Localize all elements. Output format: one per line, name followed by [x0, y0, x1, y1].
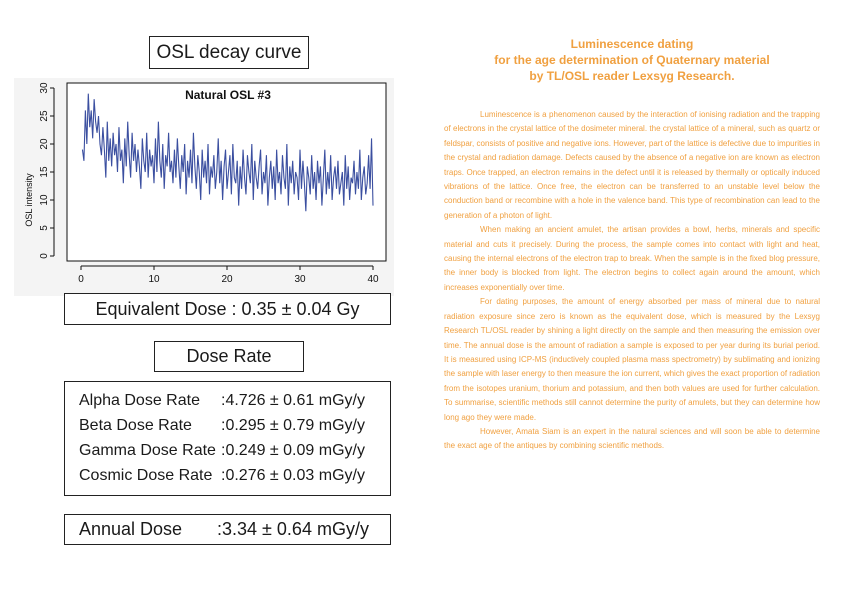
- dose-rate-row-alpha: Alpha Dose Rate :4.726 ± 0.61 mGy/y: [79, 388, 390, 413]
- y-tick-label: 0: [39, 253, 50, 259]
- article-title-line: for the age determination of Quaternary …: [494, 53, 770, 67]
- dose-rate-label: Cosmic Dose Rate: [79, 466, 213, 484]
- article: Luminescence dating for the age determin…: [444, 36, 820, 454]
- y-tick-label: 10: [39, 194, 50, 206]
- chart-heading: OSL decay curve: [156, 41, 302, 63]
- article-paragraph: For dating purposes, the amount of energ…: [444, 297, 820, 422]
- dose-rate-row-cosmic: Cosmic Dose Rate :0.276 ± 0.03 mGy/y: [79, 463, 390, 488]
- dose-rate-title-box: Dose Rate: [154, 341, 304, 372]
- dose-rate-value: :0.276 ± 0.03 mGy/y: [221, 466, 365, 484]
- dose-rate-value: :0.295 ± 0.79 mGy/y: [221, 416, 365, 434]
- dose-rate-heading: Dose Rate: [186, 346, 272, 366]
- x-tick-label: 40: [367, 274, 379, 285]
- osl-series-line: [81, 93, 374, 212]
- article-title-line: Luminescence dating: [570, 37, 694, 51]
- dose-rate-value: :4.726 ± 0.61 mGy/y: [221, 391, 365, 409]
- y-tick-label: 20: [39, 138, 50, 150]
- dose-rate-label: Gamma Dose Rate: [79, 441, 216, 459]
- plot-title: Natural OSL #3: [185, 88, 271, 102]
- x-tick-label: 20: [221, 274, 233, 285]
- dose-rate-label: Beta Dose Rate: [79, 416, 192, 434]
- article-paragraph: When making an ancient amulet, the artis…: [444, 225, 820, 292]
- dose-rate-label: Alpha Dose Rate: [79, 391, 200, 409]
- chart-axes: 0 5 10 15 20 25 30 0 10 20 30 40: [39, 82, 379, 285]
- dose-rate-row-beta: Beta Dose Rate :0.295 ± 0.79 mGy/y: [79, 413, 390, 438]
- dose-rate-value: :0.249 ± 0.09 mGy/y: [221, 441, 365, 459]
- dose-rate-table: Alpha Dose Rate :4.726 ± 0.61 mGy/y Beta…: [64, 381, 391, 496]
- article-title: Luminescence dating for the age determin…: [444, 36, 820, 84]
- annual-dose-value: :3.34 ± 0.64 mGy/y: [217, 519, 369, 539]
- x-tick-label: 10: [148, 274, 160, 285]
- y-axis-label: OSL intensity: [24, 173, 34, 227]
- osl-decay-chart: Natural OSL #3 OSL intensity 0 5 10 15 20 25 3…: [14, 78, 394, 296]
- chart-title-box: OSL decay curve: [149, 36, 309, 69]
- x-tick-label: 30: [294, 274, 306, 285]
- y-tick-label: 30: [39, 82, 50, 94]
- y-tick-label: 15: [39, 166, 50, 178]
- equivalent-dose-text: Equivalent Dose : 0.35 ± 0.04 Gy: [95, 298, 360, 319]
- x-tick-label: 0: [78, 274, 84, 285]
- article-paragraph: However, Amata Siam is an expert in the …: [444, 426, 820, 451]
- annual-dose-box: Annual Dose :3.34 ± 0.64 mGy/y: [64, 514, 391, 545]
- dose-rate-row-gamma: Gamma Dose Rate :0.249 ± 0.09 mGy/y: [79, 438, 390, 463]
- equivalent-dose-box: Equivalent Dose : 0.35 ± 0.04 Gy: [64, 293, 391, 325]
- y-tick-label: 5: [39, 225, 50, 231]
- chart-svg: Natural OSL #3 OSL intensity 0 5 10 15 20 25 3…: [14, 78, 394, 296]
- y-tick-label: 25: [39, 110, 50, 122]
- annual-dose-label: Annual Dose: [79, 519, 183, 539]
- article-title-line: by TL/OSL reader Lexsyg Research.: [529, 69, 735, 83]
- article-paragraph: Luminescence is a phenomenon caused by t…: [444, 110, 820, 220]
